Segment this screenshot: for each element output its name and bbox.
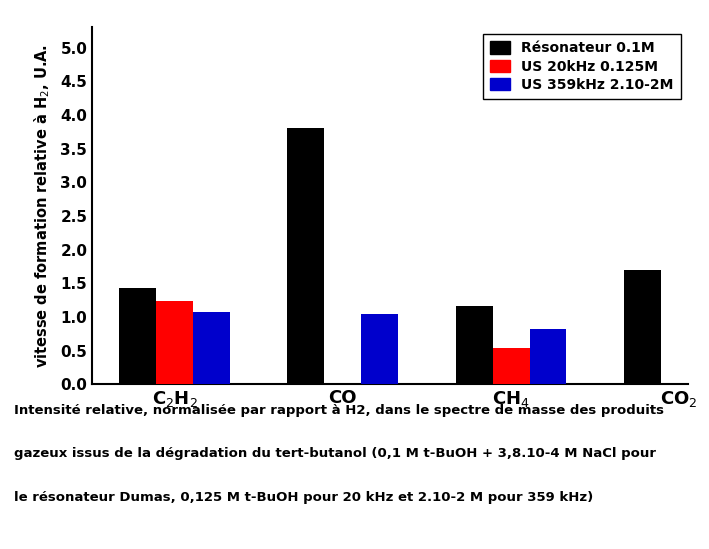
Bar — [624, 270, 661, 384]
Bar — [493, 348, 530, 384]
Bar — [287, 128, 325, 384]
Bar — [119, 288, 156, 384]
Bar — [455, 306, 493, 384]
Y-axis label: vitesse de formation relative à H$_2$, U.A.: vitesse de formation relative à H$_2$, U… — [33, 44, 52, 368]
Legend: Résonateur 0.1M, US 20kHz 0.125M, US 359kHz 2.10-2M: Résonateur 0.1M, US 20kHz 0.125M, US 359… — [483, 35, 681, 99]
Text: Intensité relative, normalisée par rapport à H2, dans le spectre de masse des pr: Intensité relative, normalisée par rappo… — [14, 404, 664, 417]
Bar — [194, 312, 230, 384]
Bar — [530, 329, 566, 384]
Bar — [362, 314, 398, 384]
Bar — [156, 301, 194, 384]
Text: gazeux issus de la dégradation du tert-butanol (0,1 M t-BuOH + 3,8.10-4 M NaCl p: gazeux issus de la dégradation du tert-b… — [14, 447, 657, 461]
Text: le résonateur Dumas, 0,125 M t-BuOH pour 20 kHz et 2.10-2 M pour 359 kHz): le résonateur Dumas, 0,125 M t-BuOH pour… — [14, 491, 593, 505]
